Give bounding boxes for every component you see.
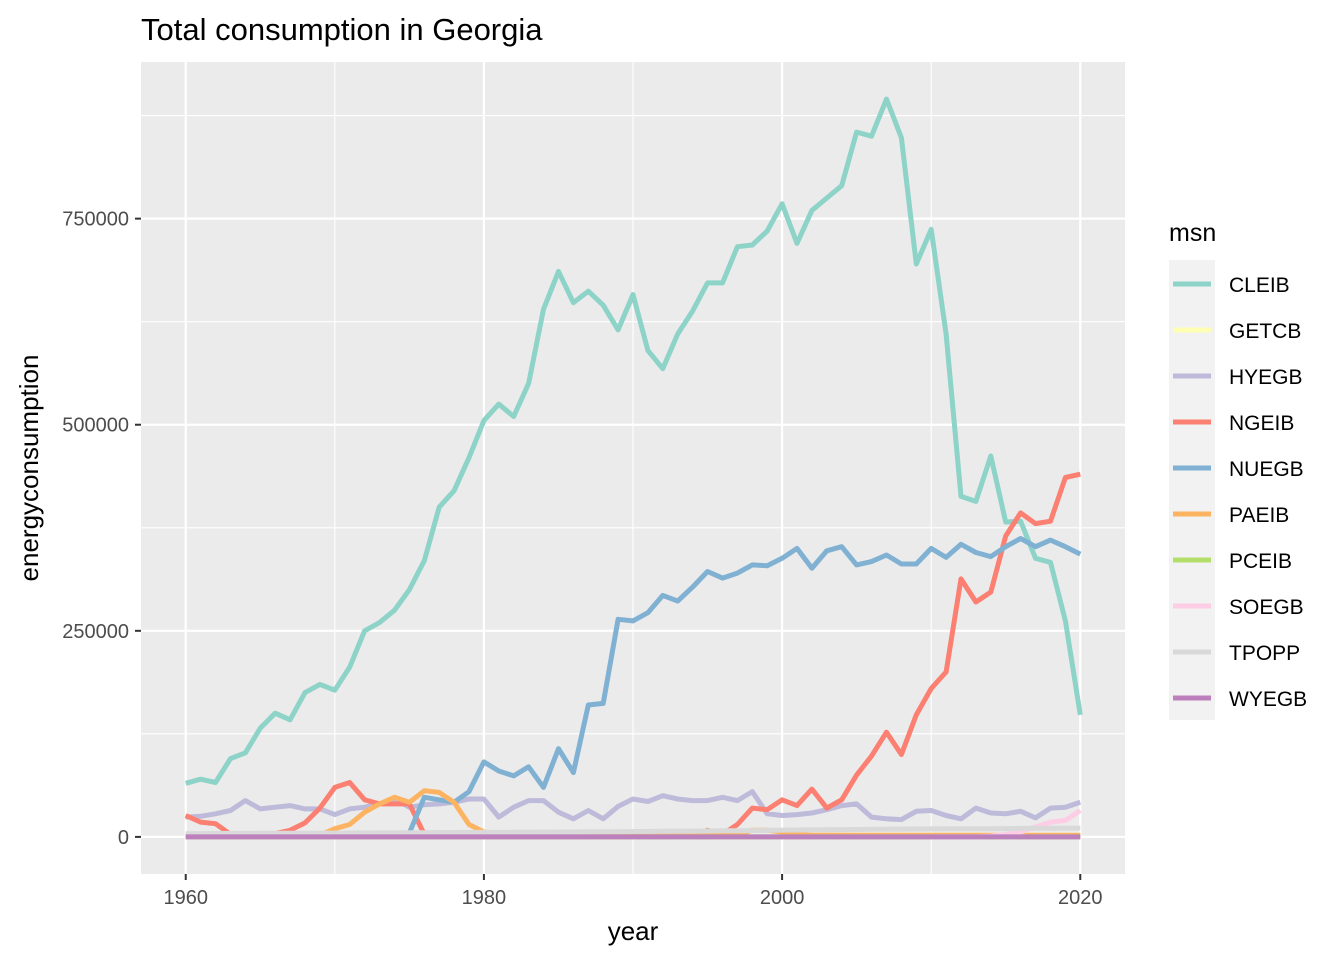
- series-line-tpopp: [185, 825, 1081, 837]
- legend-label-cleib: CLEIB: [1229, 274, 1290, 297]
- legend-label-pceib: PCEIB: [1229, 550, 1292, 573]
- y-tick-label: 750000: [62, 209, 129, 231]
- y-tick-label: 0: [118, 827, 129, 849]
- legend-label-ngeib: NGEIB: [1229, 412, 1294, 435]
- x-tick-label: 1980: [462, 887, 507, 909]
- y-axis-label: energyconsumption: [14, 355, 44, 582]
- legend-label-wyegb: WYEGB: [1229, 688, 1307, 711]
- y-tick-label: 500000: [62, 415, 129, 437]
- series-layer: [184, 96, 1083, 840]
- legend-label-paeib: PAEIB: [1229, 504, 1289, 527]
- legend-label-nuegb: NUEGB: [1229, 458, 1304, 481]
- legend-label-tpopp: TPOPP: [1229, 642, 1300, 665]
- x-tick-label: 2020: [1058, 887, 1103, 909]
- legend-title: msn: [1169, 219, 1216, 247]
- x-tick-label: 2000: [760, 887, 805, 909]
- chart-title: Total consumption in Georgia: [141, 12, 543, 47]
- legend-label-hyegb: HYEGB: [1229, 366, 1303, 389]
- series-line-nuegb: [407, 536, 1082, 834]
- series-line-hyegb: [185, 789, 1082, 823]
- x-tick-label: 1960: [163, 887, 208, 909]
- legend-label-getcb: GETCB: [1229, 320, 1301, 343]
- legend-label-soegb: SOEGB: [1229, 596, 1304, 619]
- x-axis-label: year: [608, 916, 659, 946]
- legend-items: CLEIB GETCB HYEGB NGEIB NUEGB PAEIB PCEIB SOEGB…: [1173, 274, 1307, 711]
- legend-key-background: [1169, 260, 1215, 720]
- x-axis: 1960 1980 2000 2020: [163, 874, 1103, 909]
- y-tick-label: 250000: [62, 621, 129, 643]
- grid-minor: [141, 62, 1125, 874]
- series-line-cleib: [185, 96, 1083, 786]
- y-axis: 0 250000 500000 750000: [62, 209, 141, 849]
- legend: msn CLEIB GETCB HYEGB NGEIB NUEGB PAEIB PCEIB S…: [1169, 219, 1307, 720]
